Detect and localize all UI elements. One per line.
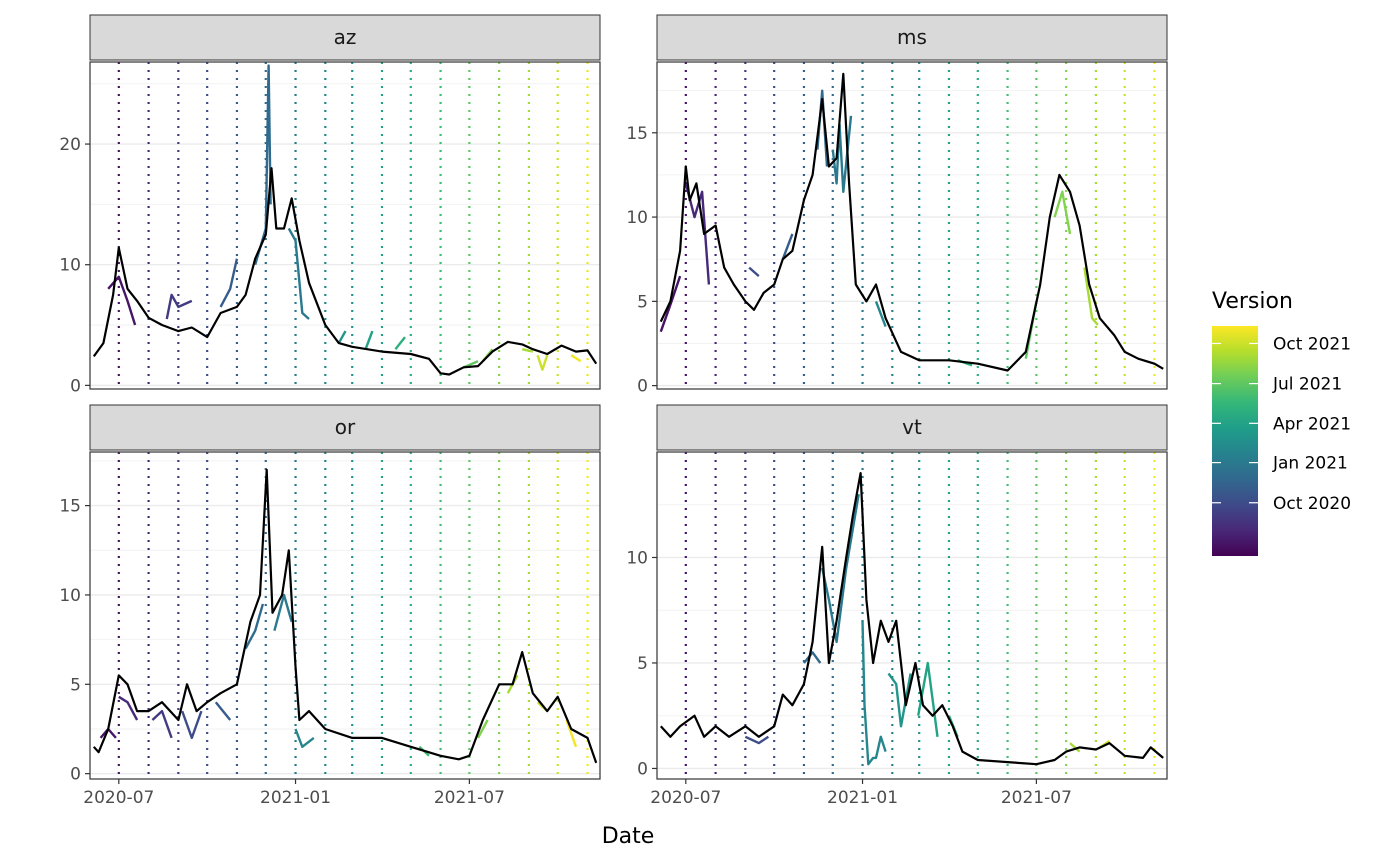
version-series-line [744,735,770,745]
facet-strip-label: az [334,25,357,49]
facet-panels: az 0 10 20 ms 0 5 10 15 or 0 5 10 15 2020-07 2021-01 202… [59,14,1168,808]
panel-border [656,451,1168,780]
y-tick-label: 0 [637,377,648,397]
panel-background [657,452,1167,779]
version-series-line [536,354,549,371]
version-series-line [1053,190,1072,235]
version-series-line [874,300,887,328]
y-tick-label: 0 [70,376,81,396]
version-series-line [287,227,310,320]
final-series-line [92,468,598,764]
x-tick-label: 2020-07 [83,788,154,808]
legend-colorbar [1212,326,1258,556]
version-series-line [476,719,489,739]
x-tick-label: 2021-07 [1001,788,1072,808]
final-series-line [92,167,598,376]
version-series-line [821,493,860,644]
version-legend: Version Oct 2021 Jul 2021 Apr 2021 Jan 2021 O… [1212,289,1351,556]
final-series-line [659,472,1164,766]
version-series-line [748,266,760,277]
version-series-line [219,258,239,308]
version-series-line [861,620,887,766]
version-series-line [521,348,534,353]
x-tick-label: 2021-07 [434,788,505,808]
facet-strip [89,404,601,451]
final-series-line [659,72,1164,372]
version-series-line [570,354,582,363]
version-series-line [1083,267,1099,326]
y-tick-label: 0 [637,759,648,779]
version-series-line [565,719,578,748]
version-series-line [802,651,822,664]
facet-strip [656,404,1168,451]
panel-az: az 0 10 20 [59,14,601,396]
panel-ms: ms 0 5 10 15 [626,14,1168,397]
y-tick-label: 0 [70,765,81,785]
version-series-line [394,336,406,350]
legend-label: Oct 2020 [1273,494,1351,514]
panel-border [656,61,1168,390]
panel-vt: vt 0 5 10 2020-07 2021-01 2021-07 [626,404,1168,808]
y-tick-label: 10 [626,548,648,568]
facet-strip-label: ms [897,25,927,49]
y-tick-label: 10 [59,586,81,606]
version-series-line [118,695,139,721]
y-tick-label: 10 [59,256,81,276]
y-tick-label: 10 [626,208,648,228]
version-series-line [337,330,347,344]
x-axis-title: Date [602,824,655,849]
version-series-line [151,709,173,739]
panel-border [89,451,601,780]
version-series-line [165,293,193,320]
y-tick-label: 5 [637,654,648,674]
panel-or: or 0 5 10 15 2020-07 2021-01 2021-07 [59,404,601,808]
panel-border [89,61,601,390]
legend-title: Version [1212,289,1293,314]
facet-strip [89,14,601,61]
x-tick-label: 2021-01 [827,788,898,808]
version-series-line [364,330,374,350]
version-series-line [294,728,315,748]
y-tick-label: 5 [70,675,81,695]
version-series-line [1069,742,1081,753]
y-tick-label: 15 [59,497,81,517]
version-series-line [781,233,794,260]
facet-strip [656,14,1168,61]
legend-label: Oct 2021 [1273,334,1351,354]
version-series-line [244,603,265,650]
version-series-line [214,701,232,721]
x-tick-label: 2020-07 [650,788,721,808]
panel-background [657,62,1167,389]
version-series-line [659,275,682,333]
facet-strip-label: or [335,415,356,439]
y-tick-label: 20 [59,135,81,155]
y-tick-label: 5 [637,292,648,312]
panel-background [90,62,600,389]
y-tick-label: 15 [626,124,648,144]
panel-background [90,452,600,779]
version-series-line [181,710,203,740]
facet-strip-label: vt [902,415,922,439]
legend-label: Apr 2021 [1273,414,1351,434]
version-series-line [273,593,293,632]
x-tick-label: 2021-01 [260,788,331,808]
legend-label: Jan 2021 [1272,454,1348,474]
legend-label: Jul 2021 [1272,375,1342,395]
